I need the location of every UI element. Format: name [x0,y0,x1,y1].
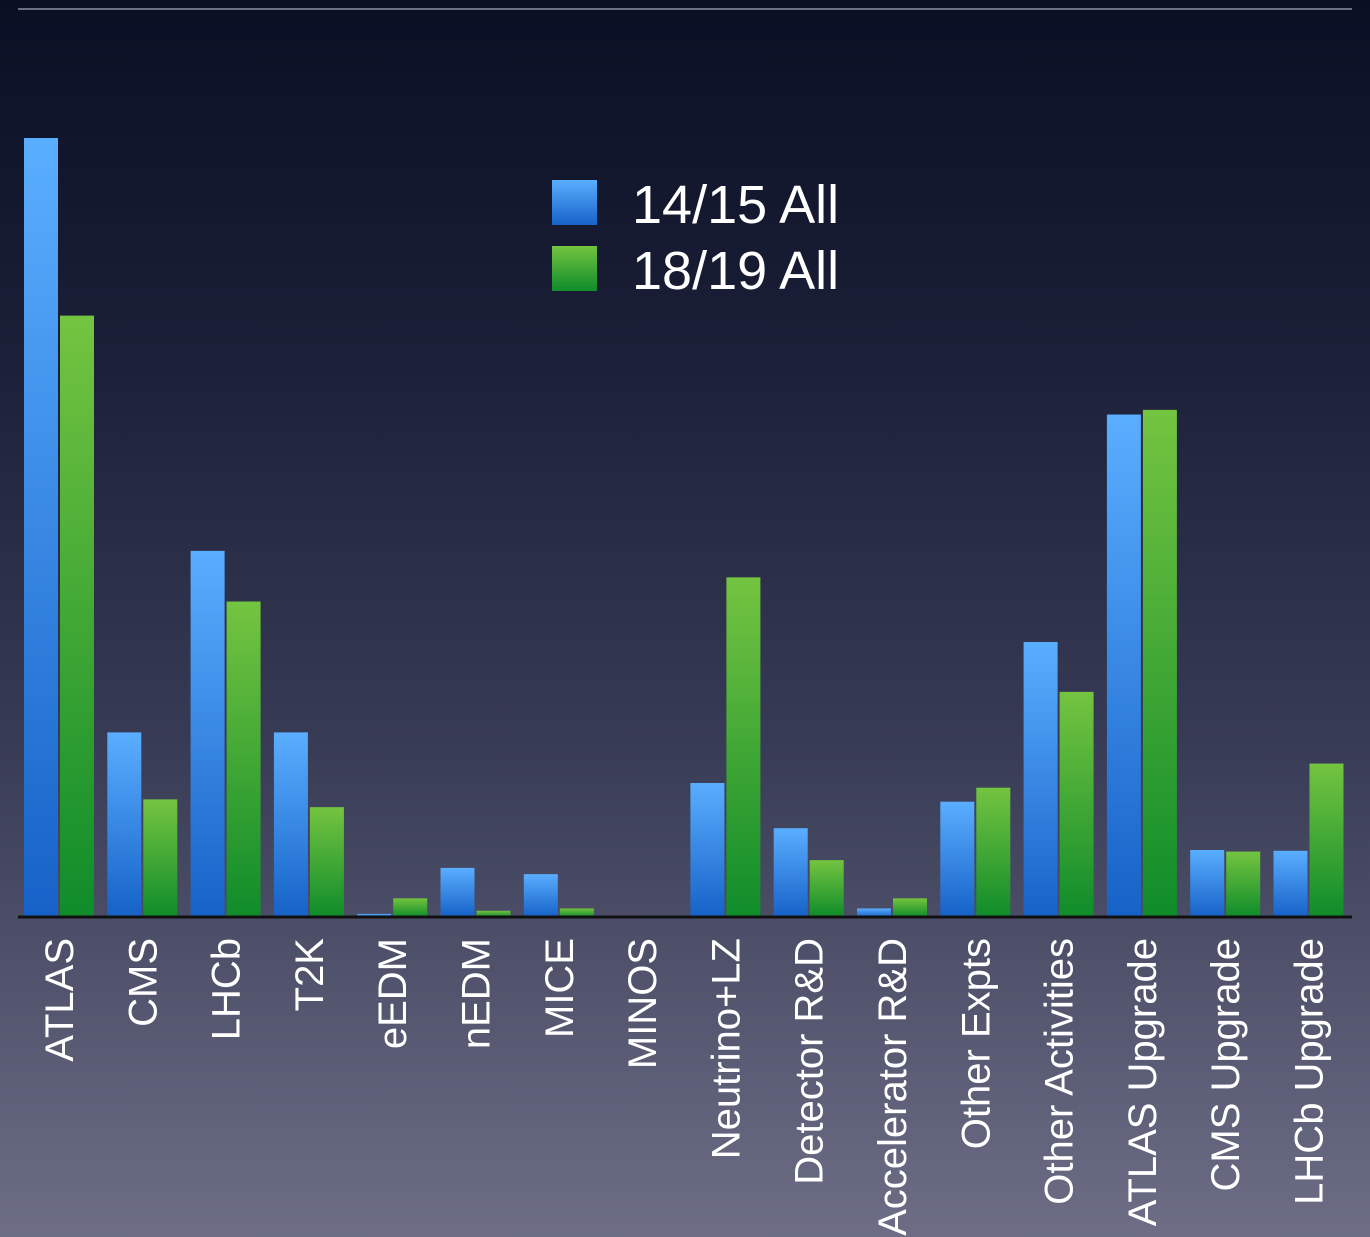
bar-eedm-series-1 [357,913,392,917]
bar-lhcb-series-2 [226,601,261,917]
bar-t2k-series-1 [273,732,308,917]
bar-mice-series-1 [523,874,558,917]
x-tick-label-lhcb-upgrade: LHCb Upgrade [1288,938,1332,1205]
bar-other-expts-series-2 [976,787,1011,917]
bar-detector-r-d-series-2 [809,860,844,917]
x-tick-label-accelerator-r-d: Accelerator R&D [871,938,915,1236]
bar-atlas-series-2 [60,315,94,917]
bar-cms-upgrade-series-2 [1226,851,1261,917]
bar-other-activities-series-2 [1059,691,1094,917]
x-tick-label-cms-upgrade: CMS Upgrade [1204,938,1248,1191]
bar-cms-series-1 [107,732,142,917]
bar-atlas-series-1 [24,138,58,917]
bar-other-activities-series-1 [1023,642,1058,917]
x-tick-label-other-activities: Other Activities [1038,938,1082,1205]
bar-lhcb-series-1 [190,550,225,917]
legend-swatch-series-2 [552,246,597,291]
x-tick-labels: ATLAS CMS LHCb T2K eEDM nEDM MICE MINOS Neutrino… [38,938,1332,1236]
bar-cms-upgrade-series-1 [1190,850,1225,917]
legend-label-series-2: 18/19 All [632,241,839,301]
x-tick-label-t2k: T2K [288,938,332,1012]
x-tick-label-eedm: eEDM [371,938,415,1049]
x-tick-label-atlas-upgrade: ATLAS Upgrade [1121,938,1165,1226]
bar-t2k-series-2 [309,807,344,917]
bar-neutrino-lz-series-2 [726,577,761,917]
legend-label-series-1: 14/15 All [632,175,839,235]
bar-lhcb-upgrade-series-2 [1309,763,1344,917]
x-tick-label-atlas: ATLAS [38,938,82,1062]
legend-swatch-series-1 [552,180,597,225]
x-tick-label-cms: CMS [121,938,165,1027]
bar-nedm-series-2 [476,910,511,917]
x-tick-label-detector-r-d: Detector R&D [788,938,832,1185]
bar-neutrino-lz-series-1 [690,783,725,917]
bar-atlas-upgrade-series-1 [1106,414,1141,917]
x-tick-label-minos: MINOS [621,938,665,1069]
bar-nedm-series-1 [440,867,475,917]
x-tick-label-neutrino-lz: Neutrino+LZ [704,938,748,1159]
bar-detector-r-d-series-1 [773,828,808,917]
x-tick-label-lhcb: LHCb [205,938,249,1040]
bar-atlas-upgrade-series-2 [1142,409,1177,917]
x-tick-label-other-expts: Other Expts [954,938,998,1149]
bar-lhcb-upgrade-series-1 [1273,850,1308,917]
x-tick-label-mice: MICE [538,938,582,1038]
bars-group [24,138,1344,917]
bar-cms-series-2 [143,799,178,917]
bar-accelerator-r-d-series-1 [857,908,891,917]
x-tick-label-nedm: nEDM [455,938,499,1049]
bar-accelerator-r-d-series-2 [893,898,927,917]
bar-eedm-series-2 [393,898,428,917]
bar-other-expts-series-1 [940,801,975,917]
bar-mice-series-2 [559,908,594,917]
